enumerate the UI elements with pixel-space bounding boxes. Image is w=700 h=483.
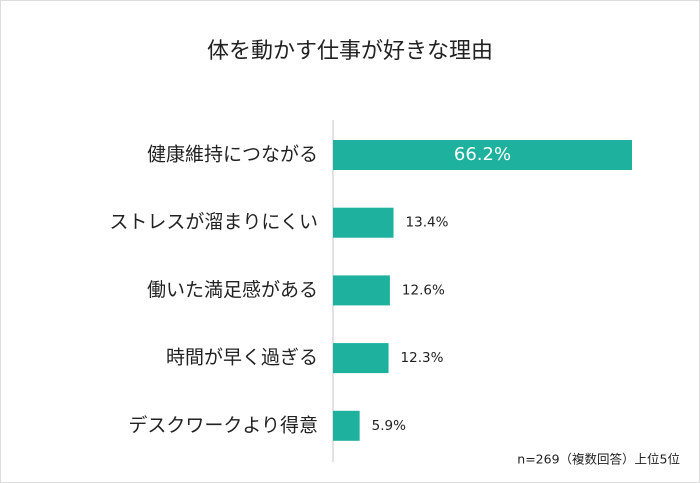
note: n=269（複数回答）上位5位 bbox=[517, 452, 680, 467]
category-label: ストレスが溜まりにくい bbox=[109, 211, 318, 233]
value-label: 66.2% bbox=[454, 144, 511, 165]
value-label: 5.9% bbox=[372, 418, 406, 434]
category-label: 時間が早く過ぎる bbox=[166, 347, 318, 369]
category-label: デスクワークより得意 bbox=[128, 414, 318, 436]
chart-title: 体を動かす仕事が好きな理由 bbox=[207, 39, 493, 64]
value-label: 13.4% bbox=[406, 215, 449, 231]
value-label: 12.3% bbox=[401, 350, 444, 366]
category-label: 働いた満足感がある bbox=[147, 279, 318, 301]
bar bbox=[333, 140, 632, 170]
bar bbox=[333, 275, 390, 306]
category-label: 健康維持につながる bbox=[147, 144, 318, 166]
bar bbox=[333, 207, 394, 238]
bar bbox=[333, 343, 389, 374]
bar bbox=[333, 410, 360, 441]
value-label: 12.6% bbox=[402, 282, 445, 298]
